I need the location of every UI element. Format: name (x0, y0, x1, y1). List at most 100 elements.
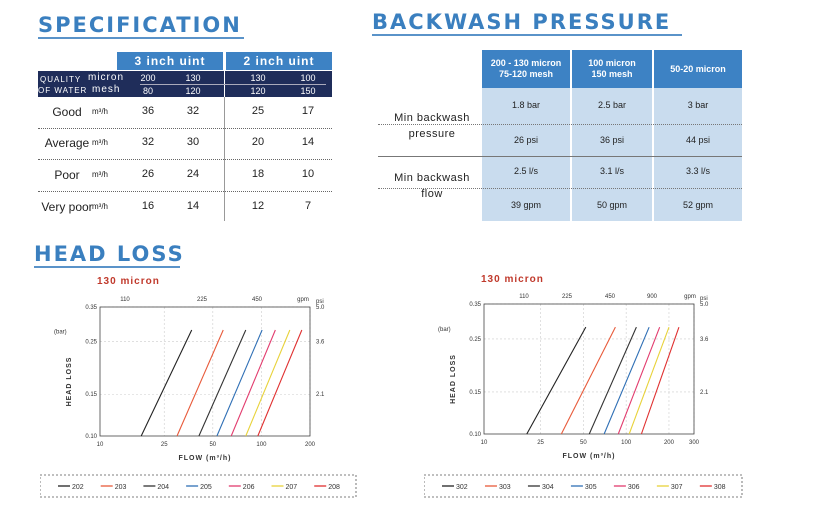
series-line-307 (628, 326, 670, 435)
legend-label: 204 (157, 484, 169, 491)
backwash-title-rule (372, 34, 682, 36)
x-tick-label: 200 (305, 442, 316, 448)
spec-row-label: Very poor (41, 200, 93, 214)
backwash-column-bg (654, 88, 742, 221)
y-tick-label: 0.35 (469, 302, 481, 308)
backwash-cell: 39 gpm (510, 200, 542, 210)
right-tick-label: 3.6 (316, 340, 325, 346)
x-tick-label: 50 (209, 442, 216, 448)
spec-cell: 18 (251, 168, 265, 180)
plot-frame (99, 306, 311, 437)
backwash-column-header: 50-20 micron (654, 50, 742, 88)
backwash-cell: 50 gpm (596, 200, 628, 210)
spec-cell: 14 (301, 136, 315, 148)
y-tick-label: 0.35 (85, 305, 97, 311)
series-line-208 (257, 329, 303, 437)
mesh-value: 120 (250, 86, 266, 96)
legend-label: 207 (286, 484, 298, 491)
legend-label: 308 (714, 484, 726, 491)
backwash-title: BACKWASH PRESSURE (372, 10, 672, 34)
top-tick-label: 110 (120, 297, 130, 303)
header-gap (116, 52, 117, 71)
mesh-value: 150 (300, 86, 316, 96)
legend-label: 305 (585, 484, 597, 491)
min-backwash-pressure-label: Min backwash pressure (394, 112, 470, 140)
legend-label: 303 (499, 484, 511, 491)
quality-label: QUALITY (40, 75, 82, 84)
row-divider (38, 159, 332, 160)
backwash-cell: 52 gpm (682, 200, 714, 210)
top-tick-label: gpm (684, 294, 696, 300)
header-2-inch: 2 inch uint (226, 52, 332, 70)
x-tick-label: 50 (580, 440, 587, 446)
head-loss-chart-3-inch: 10 25 50 100 200 0.10 0.15 0.25 0.35 110 225 450 gpm… (40, 276, 357, 498)
spec-cell: 24 (186, 168, 200, 180)
series-line-302 (526, 326, 587, 435)
of-water-label: OF WATER (38, 86, 88, 95)
y-axis-label: HEAD LOSS (450, 354, 457, 404)
micron-value: 100 (300, 73, 316, 83)
spec-row-label: Poor (54, 168, 80, 182)
legend-label: 206 (243, 484, 255, 491)
micron-value: 130 (250, 73, 266, 83)
backwash-cell: 3 bar (687, 100, 709, 110)
x-axis-label: FLOW (m³/h) (563, 453, 616, 460)
x-tick-label: 25 (537, 440, 544, 446)
plot-frame (483, 303, 695, 435)
backwash-header-line1: 50-20 micron (670, 63, 726, 74)
x-tick-label: 10 (481, 440, 488, 446)
spec-row-unit: m³/h (92, 202, 108, 211)
chart-title: 130 micron (481, 274, 544, 285)
spec-cell: 14 (186, 200, 200, 212)
y-tick-label: 0.10 (469, 432, 481, 438)
backwash-cell: 2.5 bar (597, 100, 627, 110)
spec-cell: 17 (301, 105, 315, 117)
backwash-row-divider (378, 156, 742, 157)
y-unit-label: (bar) (438, 327, 451, 333)
spec-cell: 12 (251, 200, 265, 212)
chart-title: 130 micron (97, 276, 160, 287)
x-tick-label: 100 (256, 442, 267, 448)
x-tick-label: 300 (689, 440, 700, 446)
column-divider (224, 97, 225, 221)
series-line-308 (640, 326, 680, 435)
row-divider (38, 191, 332, 192)
legend-label: 307 (671, 484, 683, 491)
backwash-cell: 1.8 bar (511, 100, 541, 110)
legend-label: 203 (115, 484, 127, 491)
spec-cell: 20 (251, 136, 265, 148)
right-tick-label: psi (316, 299, 324, 305)
spec-cell: 7 (304, 200, 312, 212)
top-tick-label: 225 (197, 297, 208, 303)
specification-title-rule (38, 37, 244, 39)
backwash-cell: 3.1 l/s (599, 166, 624, 176)
micron-label: micron (88, 72, 125, 83)
micron-value: 200 (140, 73, 156, 83)
backwash-header-line1: 200 - 130 micron (490, 58, 562, 68)
legend-box (424, 474, 743, 498)
backwash-cell: 3.3 l/s (685, 166, 710, 176)
right-tick-label: 5.0 (316, 305, 325, 311)
backwash-header-line2: 150 mesh (591, 69, 633, 79)
y-tick-label: 0.15 (469, 390, 481, 396)
spec-cell: 32 (141, 136, 155, 148)
legend-label: 306 (628, 484, 640, 491)
right-tick-label: 2.1 (316, 392, 325, 398)
x-tick-label: 200 (664, 440, 675, 446)
spec-cell: 30 (186, 136, 200, 148)
backwash-row-divider (378, 188, 742, 189)
top-tick-label: 450 (605, 294, 616, 300)
head-loss-chart-2-inch: 10 25 50 100 200 300 0.10 0.15 0.25 0.35 110 225 450… (424, 274, 743, 498)
y-unit-label: (bar) (54, 330, 67, 336)
series-line-305 (603, 326, 650, 435)
series-line-306 (617, 326, 661, 435)
specification-title: SPECIFICATION (38, 13, 242, 37)
x-tick-label: 100 (621, 440, 632, 446)
spec-row-unit: m³/h (92, 170, 108, 179)
head-loss-title-rule (34, 266, 180, 268)
legend-box (40, 474, 357, 498)
legend-label: 302 (456, 484, 468, 491)
legend-label: 208 (328, 484, 340, 491)
spec-cell: 32 (186, 105, 200, 117)
spec-cell: 16 (141, 200, 155, 212)
